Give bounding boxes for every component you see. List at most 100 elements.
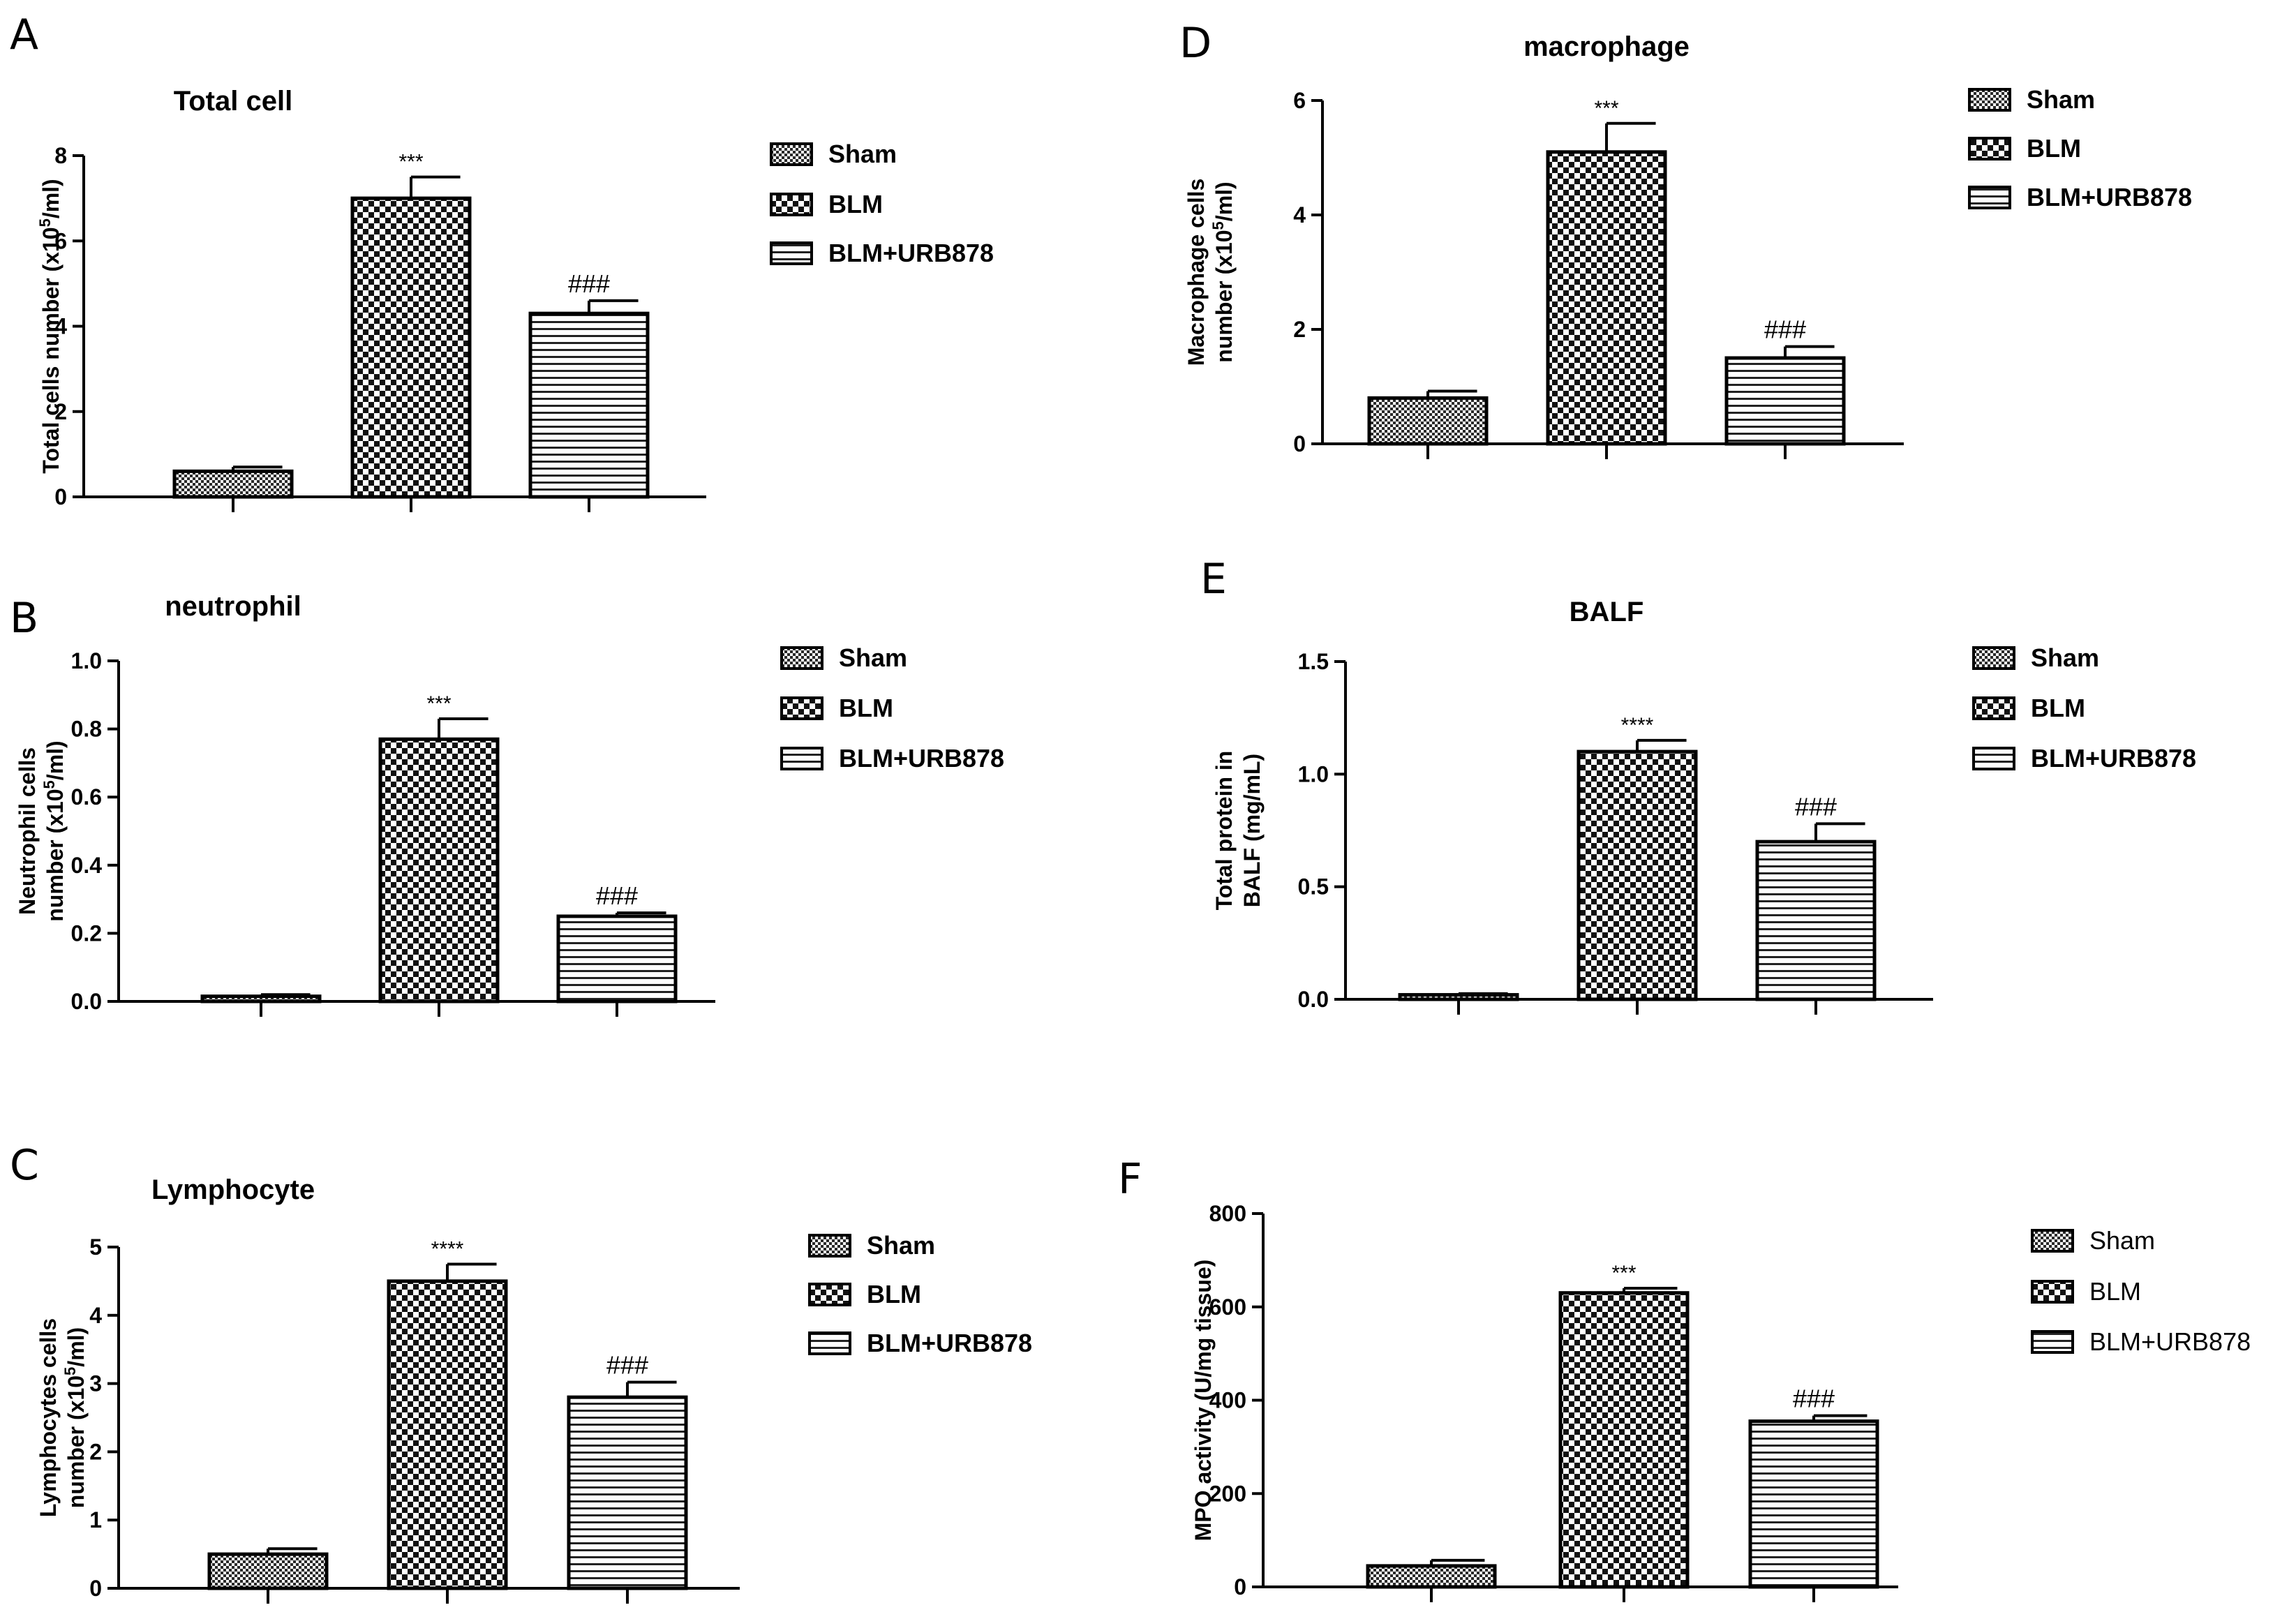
y-tick-label: 0: [54, 484, 67, 509]
y-tick-label: 200: [1209, 1481, 1246, 1506]
legend-label-blm: BLM: [2027, 134, 2081, 163]
panel-letter: F: [1118, 1155, 1142, 1204]
legend-swatch-sham: [770, 142, 813, 166]
y-tick-label: 6: [1293, 88, 1306, 113]
y-tick-label: 2: [89, 1439, 102, 1464]
y-tick-label: 1.0: [71, 648, 102, 673]
legend-label-blm-urb878: BLM+URB878: [867, 1329, 1032, 1357]
y-tick-label: 0: [89, 1576, 102, 1601]
bar-blm-urb878: [528, 311, 650, 499]
legend-label-sham: Sham: [828, 140, 897, 168]
bar-sham: [200, 994, 322, 1004]
y-tick-label: 0: [1234, 1574, 1246, 1599]
legend-swatch-blm: [1972, 696, 2015, 720]
legend-label-blm-urb878: BLM+URB878: [2027, 183, 2192, 211]
bar-sham: [172, 469, 294, 499]
chart-title: BALF: [1570, 597, 1644, 627]
bar-sham: [1366, 1564, 1497, 1589]
bar-blm: [350, 196, 472, 499]
y-tick-label: 4: [1293, 202, 1306, 227]
legend-label-blm: BLM: [828, 190, 883, 218]
y-axis-label-part: Lymphocytes cells: [36, 1318, 61, 1517]
y-tick-label: 1.0: [1298, 761, 1329, 786]
legend-swatch-blm-urb878: [770, 241, 813, 265]
y-axis-label-part: MPO activity (U/mg tissue): [1191, 1260, 1216, 1542]
y-tick-label: 4: [54, 314, 67, 339]
bar-blm-urb878: [1755, 840, 1877, 1001]
significance-blm-urb878: ###: [606, 1351, 648, 1380]
legend-label-blm-urb878: BLM+URB878: [828, 239, 994, 267]
y-axis-label-part: number (x10: [64, 1375, 89, 1508]
legend-swatch-sham: [808, 1234, 851, 1258]
legend-swatch-blm: [808, 1283, 851, 1306]
y-tick-label: 800: [1209, 1201, 1246, 1226]
bar-sham: [1367, 396, 1489, 446]
y-axis-label-part: /ml): [43, 740, 68, 780]
y-axis-label-part: /ml): [64, 1327, 89, 1367]
bar-blm: [387, 1279, 508, 1590]
y-tick-label: 0.4: [71, 853, 103, 878]
y-tick-label: 3: [89, 1371, 102, 1396]
legend-label-blm: BLM: [839, 694, 893, 722]
y-axis-label-part: Total protein in: [1212, 751, 1237, 911]
legend-swatch-blm-urb878: [2031, 1330, 2074, 1354]
legend-swatch-blm-urb878: [808, 1331, 851, 1355]
y-tick-label: 6: [54, 228, 67, 253]
significance-blm: ***: [1611, 1262, 1636, 1285]
legend-label-blm-urb878: BLM+URB878: [839, 744, 1004, 773]
chart-title: neutrophil: [165, 591, 301, 622]
legend-label-blm: BLM: [867, 1280, 921, 1308]
significance-blm: ***: [426, 692, 451, 715]
legend-label-sham: Sham: [839, 643, 907, 672]
y-axis-label: MPO activity (U/mg tissue): [1191, 1260, 1216, 1542]
y-axis-label-part: number (x10: [43, 789, 68, 921]
y-axis-label: Total protein in BALF (mg/mL): [1212, 751, 1265, 911]
significance-blm: ****: [1621, 714, 1654, 737]
chart-panel-a: A Total cell 0 2 4 6 8 Total cells number (x105…: [10, 10, 994, 512]
y-tick-label: 2: [54, 399, 67, 424]
legend-label-sham: Sham: [2089, 1226, 2155, 1255]
legend-label-blm: BLM: [2031, 694, 2085, 722]
legend-label-blm: BLM: [2089, 1277, 2141, 1306]
y-tick-label: 0.5: [1298, 874, 1329, 900]
legend-label-blm-urb878: BLM+URB878: [2031, 744, 2196, 773]
legend-swatch-sham: [780, 646, 823, 670]
y-axis-label-part: Total cells number (x10: [38, 227, 64, 473]
y-tick-label: 0.6: [71, 784, 102, 810]
bar-blm-urb878: [1748, 1419, 1879, 1589]
significance-blm-urb878: ###: [1793, 1385, 1835, 1413]
y-tick-label: 2: [1293, 317, 1306, 342]
legend-swatch-blm-urb878: [1972, 747, 2015, 770]
y-tick-label: 600: [1209, 1295, 1246, 1320]
panel-letter: A: [10, 10, 38, 59]
legend-swatch-sham: [2031, 1229, 2074, 1253]
y-tick-label: 0.2: [71, 920, 102, 946]
bar-blm-urb878: [567, 1395, 688, 1590]
y-axis-label: Lymphocytes cells number (x105/ml): [36, 1318, 89, 1517]
bar-blm: [1576, 749, 1698, 1001]
chart-panel-e: E BALF 0.0 0.5 1.0 1.5 Total protein in BALF (m…: [1200, 555, 2196, 1015]
y-tick-label: 8: [54, 143, 67, 168]
y-axis-label-part: Macrophage cells: [1184, 179, 1209, 366]
chart-title: Total cell: [174, 86, 292, 117]
y-tick-label: 400: [1209, 1388, 1246, 1413]
significance-blm-urb878: ###: [568, 269, 610, 298]
panel-letter: C: [10, 1141, 39, 1190]
y-tick-label: 0.0: [71, 989, 102, 1014]
panel-letter: B: [10, 594, 38, 643]
legend-swatch-blm-urb878: [780, 747, 823, 770]
significance-blm-urb878: ###: [596, 881, 638, 910]
y-axis-label-part: 5: [40, 780, 58, 789]
bar-blm: [1546, 150, 1667, 446]
significance-blm-urb878: ###: [1764, 315, 1806, 344]
y-tick-label: 4: [89, 1303, 102, 1328]
y-axis-label-part: /ml): [1212, 181, 1237, 221]
y-axis-label-part: 5: [36, 218, 54, 227]
bar-blm: [1558, 1291, 1690, 1589]
legend-swatch-sham: [1972, 646, 2015, 670]
legend-label-sham: Sham: [867, 1231, 935, 1260]
bar-blm-urb878: [556, 914, 678, 1004]
y-axis-label: Total cells number (x105/ml): [36, 179, 64, 473]
